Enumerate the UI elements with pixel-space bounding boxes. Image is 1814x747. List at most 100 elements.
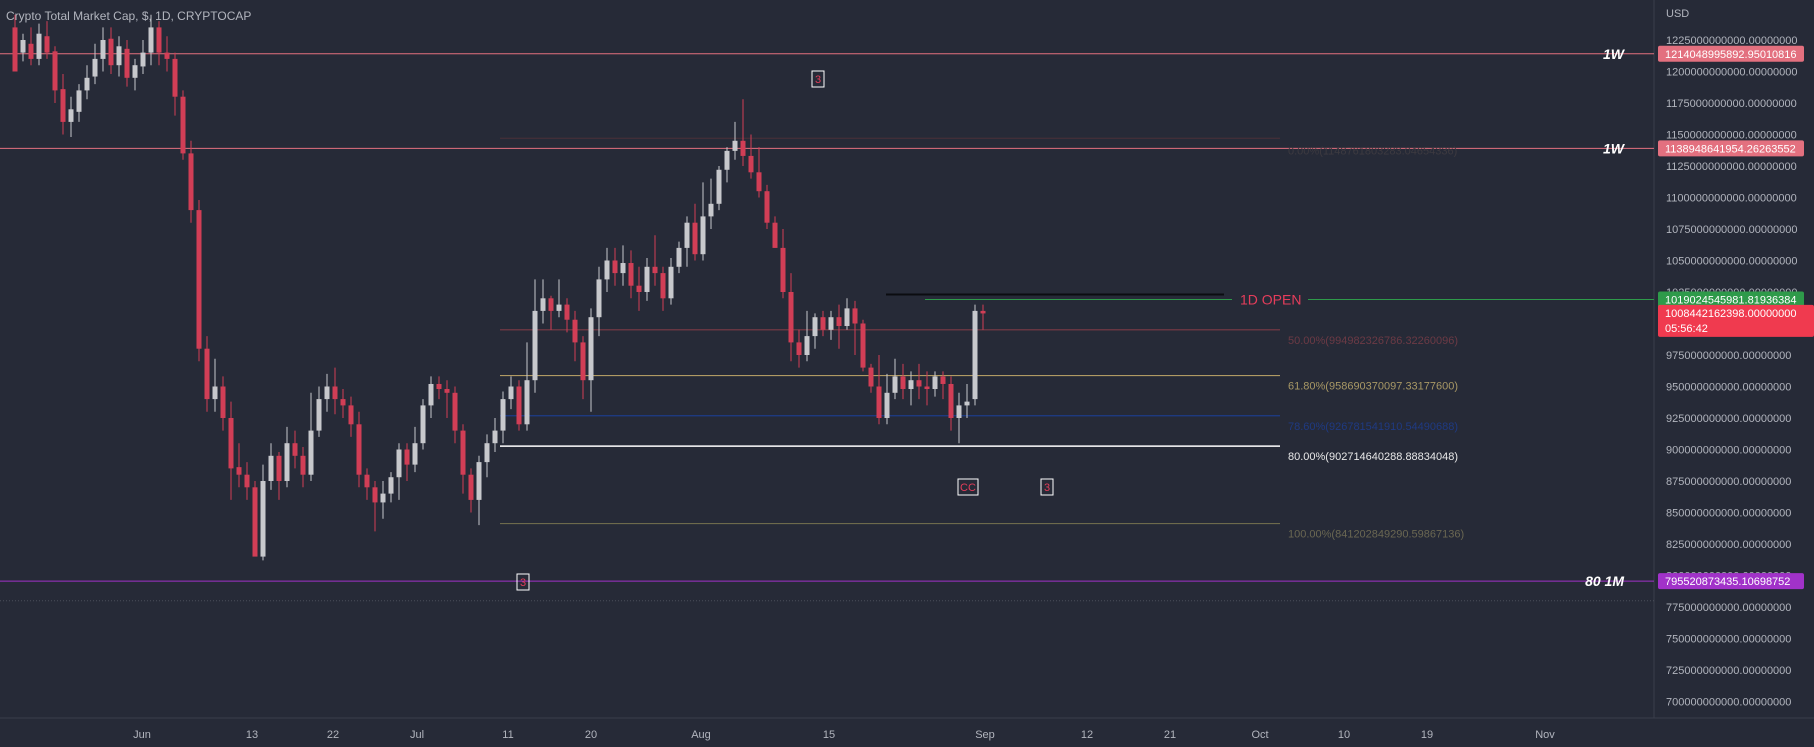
candle-body xyxy=(948,383,954,418)
candle-body xyxy=(828,317,834,330)
price-tag-label: 1138948641954.26263552 xyxy=(1665,143,1796,155)
candle-body xyxy=(748,155,754,173)
candle-body xyxy=(604,260,610,280)
candle-body xyxy=(196,210,202,349)
candle-body xyxy=(148,27,154,53)
candle-body xyxy=(636,285,642,292)
candle-body xyxy=(708,203,714,217)
price-tick-label: 750000000000.00000000 xyxy=(1666,634,1791,646)
candle-body xyxy=(924,386,930,390)
candle-body xyxy=(252,487,258,557)
price-tag-label: 1214048995892.95010816 xyxy=(1665,49,1797,61)
open-line-label: 1D OPEN xyxy=(1240,292,1301,308)
candle-body xyxy=(956,405,962,418)
time-tick-label: 20 xyxy=(585,729,597,741)
time-tick-label: 22 xyxy=(327,729,339,741)
currency-label: USD xyxy=(1666,8,1689,20)
candle-body xyxy=(308,430,314,475)
candle-body xyxy=(788,292,794,343)
candle-body xyxy=(116,46,122,66)
candle-body xyxy=(76,90,82,112)
level-label: 1W xyxy=(1603,46,1626,62)
candle-body xyxy=(324,386,330,400)
price-tick-label: 725000000000.00000000 xyxy=(1666,665,1791,677)
candle-body xyxy=(276,455,282,481)
level-label: 80 1M xyxy=(1585,573,1624,589)
candle-body xyxy=(844,308,850,327)
candle-body xyxy=(172,58,178,97)
time-tick-label: 13 xyxy=(246,729,258,741)
countdown-label: 05:56:42 xyxy=(1665,323,1708,335)
candle-body xyxy=(964,401,970,406)
candle-body xyxy=(436,383,442,390)
candle-body xyxy=(124,48,130,78)
candle-body xyxy=(52,51,58,91)
price-tick-label: 1175000000000.00000000 xyxy=(1666,98,1797,110)
fib-label: 100.00%(841202849290.59867136) xyxy=(1288,529,1464,541)
candle-body xyxy=(892,376,898,393)
time-tick-label: Oct xyxy=(1251,729,1268,741)
candle-body xyxy=(140,52,146,67)
candle-body xyxy=(860,323,866,368)
candle-body xyxy=(156,27,162,53)
annotation-box xyxy=(516,573,530,591)
price-tick-label: 1075000000000.00000000 xyxy=(1666,224,1798,236)
time-tick-label: 19 xyxy=(1421,729,1433,741)
candle-body xyxy=(812,317,818,337)
candle-body xyxy=(692,222,698,255)
candle-body xyxy=(564,304,570,320)
price-tick-label: 775000000000.00000000 xyxy=(1666,602,1791,614)
fib-label: 61.80%(958690370097.33177600) xyxy=(1288,381,1458,393)
time-tick-label: 10 xyxy=(1338,729,1350,741)
candle-body xyxy=(556,304,562,311)
last-price-tag xyxy=(1658,304,1814,337)
candle-body xyxy=(876,386,882,418)
candle-body xyxy=(348,405,354,425)
candle-body xyxy=(940,376,946,384)
candle-body xyxy=(404,449,410,465)
candle-body xyxy=(468,474,474,500)
candle-body xyxy=(476,462,482,500)
time-tick-label: Jul xyxy=(410,729,424,741)
price-tick-label: 925000000000.00000000 xyxy=(1666,413,1791,425)
candle-body xyxy=(588,317,594,381)
time-tick-label: Jun xyxy=(133,729,151,741)
annotation-label: 3 xyxy=(1044,482,1050,494)
price-tick-label: 875000000000.00000000 xyxy=(1666,476,1791,488)
annotation-box xyxy=(811,70,825,88)
candle-body xyxy=(852,308,858,324)
candle-body xyxy=(524,380,530,425)
price-tick-label: 900000000000.00000000 xyxy=(1666,445,1791,457)
candle-body xyxy=(500,399,506,431)
candle-body xyxy=(764,191,770,223)
price-tick-label: 850000000000.00000000 xyxy=(1666,508,1791,520)
candle-body xyxy=(836,317,842,327)
candle-body xyxy=(284,443,290,481)
price-tick-label: 1100000000000.00000000 xyxy=(1666,193,1797,205)
price-tag xyxy=(1658,291,1804,308)
candle-body xyxy=(644,266,650,292)
candle-body xyxy=(580,342,586,381)
candle-body xyxy=(220,386,226,418)
candle-body xyxy=(484,443,490,463)
price-tick-label: 975000000000.00000000 xyxy=(1666,350,1791,362)
level-label: 1W xyxy=(1603,140,1626,156)
candle-body xyxy=(652,266,658,274)
candle-body xyxy=(100,40,106,59)
candle-body xyxy=(772,222,778,248)
candle-body xyxy=(492,430,498,444)
candle-body xyxy=(364,474,370,488)
candle-body xyxy=(260,481,266,557)
candle-body xyxy=(612,260,618,274)
candle-body xyxy=(908,380,914,390)
candle-body xyxy=(716,169,722,204)
symbol-title: Crypto Total Market Cap, $, 1D, CRYPTOCA… xyxy=(6,9,252,23)
price-tick-label: 1125000000000.00000000 xyxy=(1666,161,1797,173)
candle-body xyxy=(68,109,74,122)
time-tick-label: 15 xyxy=(823,729,835,741)
candle-body xyxy=(388,477,394,494)
candle-body xyxy=(92,58,98,77)
candle-body xyxy=(12,27,18,72)
candle-body xyxy=(268,455,274,481)
